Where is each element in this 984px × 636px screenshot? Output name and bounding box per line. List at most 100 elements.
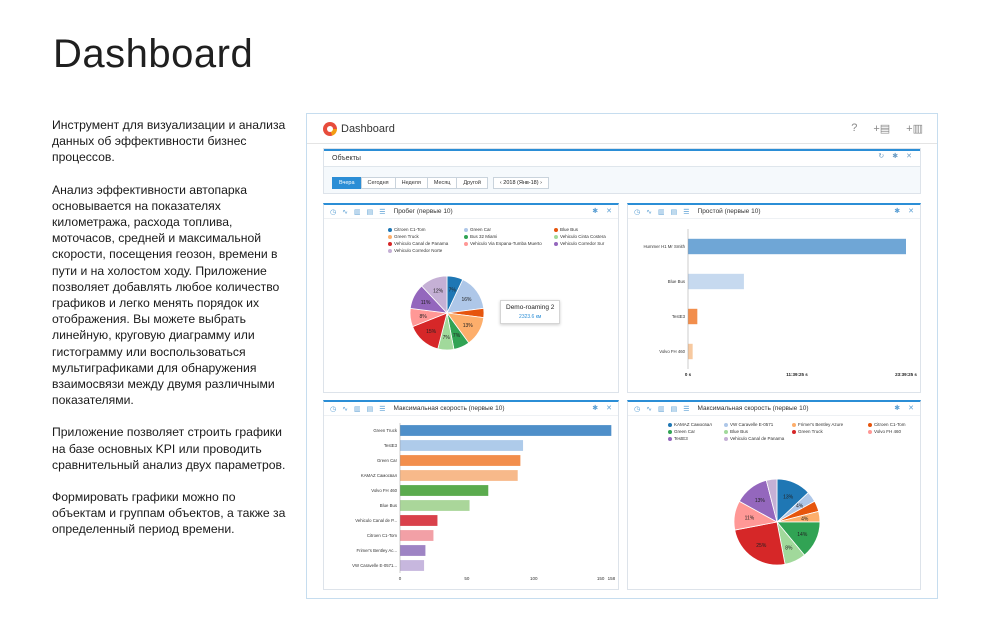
legend-label: Vehiculo Canal de Panama xyxy=(394,241,449,246)
legend-item[interactable]: TestE3 xyxy=(668,436,720,441)
legend-item[interactable]: Green Truck xyxy=(792,429,864,434)
legend-item[interactable]: Bus 32 Miami xyxy=(464,234,550,239)
bar[interactable] xyxy=(400,530,434,541)
close-icon[interactable]: ✕ xyxy=(908,208,914,215)
bar-chart-icon[interactable]: ▥ xyxy=(353,208,361,216)
clock-icon[interactable]: ◷ xyxy=(330,405,337,413)
list-icon[interactable]: ☰ xyxy=(379,208,386,216)
legend-label: Vehiculo Corredor Sur xyxy=(560,241,605,246)
pie-slice[interactable] xyxy=(765,478,778,523)
bar[interactable] xyxy=(400,455,521,466)
tab-other[interactable]: Другой xyxy=(456,177,488,189)
bar[interactable] xyxy=(400,500,470,511)
refresh-icon[interactable]: ↻ xyxy=(878,153,885,160)
tab-month[interactable]: Месяц xyxy=(426,177,458,189)
line-chart-icon[interactable]: ∿ xyxy=(342,208,348,216)
dashboard-logo-icon xyxy=(323,121,337,136)
bar[interactable] xyxy=(400,515,438,526)
add-multichart-icon[interactable]: +▥ xyxy=(906,123,923,135)
close-icon[interactable]: ✕ xyxy=(606,405,612,412)
pie-slice[interactable] xyxy=(421,275,448,315)
line-chart-icon[interactable]: ∿ xyxy=(646,208,652,216)
list-icon[interactable]: ☰ xyxy=(683,208,690,216)
bar[interactable] xyxy=(400,425,612,436)
pie-slice-label: 7% xyxy=(449,288,457,294)
legend-label: Green Car xyxy=(470,227,492,232)
legend-item[interactable]: Vehiculo Corredor Norte xyxy=(388,248,460,253)
description-paragraph: Анализ эффективности автопарка основывае… xyxy=(52,182,280,408)
legend-item[interactable]: Volvo FH 460 xyxy=(868,429,920,434)
chart-legend: Citroen C1-Tom Green Car Blue Bus Green Tru… xyxy=(388,227,614,253)
column-chart-icon[interactable]: ▤ xyxy=(366,405,374,413)
description-paragraph: Формировать графики можно по объектам и … xyxy=(52,490,286,537)
bar[interactable] xyxy=(400,545,426,556)
bar[interactable] xyxy=(688,273,744,290)
help-icon[interactable]: ? xyxy=(851,122,858,134)
line-chart-icon[interactable]: ∿ xyxy=(342,405,348,413)
column-chart-icon[interactable]: ▤ xyxy=(366,208,374,216)
bar[interactable] xyxy=(400,440,524,451)
legend-item[interactable]: VW Caravelle E-0571 xyxy=(724,422,788,427)
bar[interactable] xyxy=(400,485,489,496)
bar[interactable] xyxy=(688,238,906,255)
column-chart-icon[interactable]: ▤ xyxy=(670,405,678,413)
settings-icon[interactable]: ✱ xyxy=(592,208,599,215)
legend-label: Green Truck xyxy=(394,234,419,239)
clock-icon[interactable]: ◷ xyxy=(634,208,641,216)
legend-swatch xyxy=(554,241,558,246)
list-icon[interactable]: ☰ xyxy=(379,405,386,413)
legend-swatch xyxy=(668,422,672,427)
line-chart-icon[interactable]: ∿ xyxy=(646,405,652,413)
clock-icon[interactable]: ◷ xyxy=(634,405,641,413)
tab-week[interactable]: Неделя xyxy=(394,177,428,189)
tab-yesterday[interactable]: Вчера xyxy=(332,177,362,189)
legend-item[interactable]: Vehiculo Canal de Panama xyxy=(724,436,788,441)
pie-slice[interactable] xyxy=(734,521,786,566)
legend-item[interactable]: KAMAZ Самосвал xyxy=(668,422,720,427)
legend-item[interactable]: Vehiculo Corredor Sur xyxy=(554,241,614,246)
pie-slice-label: 14% xyxy=(797,532,808,538)
bar[interactable] xyxy=(400,470,518,481)
legend-item[interactable]: Vehiculo Canal de Panama xyxy=(388,241,460,246)
close-icon[interactable]: ✕ xyxy=(906,153,912,160)
add-chart-icon[interactable]: +▤ xyxy=(873,123,891,135)
column-chart-icon[interactable]: ▤ xyxy=(670,208,678,216)
settings-icon[interactable]: ✱ xyxy=(592,405,599,412)
bar[interactable] xyxy=(688,308,698,325)
bar-chart-icon[interactable]: ▥ xyxy=(657,405,665,413)
bar[interactable] xyxy=(688,343,693,360)
legend-item[interactable]: Green Car xyxy=(464,227,550,232)
legend-item[interactable]: Green Truck xyxy=(388,234,460,239)
close-icon[interactable]: ✕ xyxy=(908,405,914,412)
settings-icon[interactable]: ✱ xyxy=(892,153,899,160)
legend-label: Vehiculo Via Espana-Tumba Muerto xyxy=(470,241,542,246)
bar-chart-icon[interactable]: ▥ xyxy=(353,405,361,413)
date-selector[interactable]: ‹ 2018 (Янв-18) › xyxy=(492,177,549,189)
legend-item[interactable]: Green Car xyxy=(668,429,720,434)
category-label: Volvo FH 460 xyxy=(371,488,397,493)
close-icon[interactable]: ✕ xyxy=(606,208,612,215)
legend-swatch xyxy=(388,241,392,246)
legend-item[interactable]: Blue Bus xyxy=(724,429,788,434)
legend-item[interactable]: Frimer's Bentley Azure xyxy=(792,422,864,427)
pie-slice-label: 13% xyxy=(755,498,766,504)
legend-item[interactable]: Vehiculo Via Espana-Tumba Muerto xyxy=(464,241,550,246)
clock-icon[interactable]: ◷ xyxy=(330,208,337,216)
mileage-pie-chart: 7%16%13%7%7%15%8%11%12% xyxy=(409,275,485,351)
legend-swatch xyxy=(792,422,796,427)
legend-item[interactable]: Citroen C1-Tom xyxy=(388,227,460,232)
settings-icon[interactable]: ✱ xyxy=(894,208,901,215)
bar[interactable] xyxy=(400,560,425,571)
legend-item[interactable]: Blue Bus xyxy=(554,227,614,232)
bar-chart-icon[interactable]: ▥ xyxy=(657,208,665,216)
description-paragraph: Приложение позволяет строить графики на … xyxy=(52,425,286,472)
legend-item[interactable]: Citroen C1-Tom xyxy=(868,422,920,427)
legend-swatch xyxy=(868,422,872,427)
legend-label: Frimer's Bentley Azure xyxy=(798,422,844,427)
legend-item[interactable]: Vehiculo Cinta Costera xyxy=(554,234,614,239)
chart-title: Максимальная скорость (первые 10) xyxy=(393,405,505,412)
settings-icon[interactable]: ✱ xyxy=(894,405,901,412)
list-icon[interactable]: ☰ xyxy=(683,405,690,413)
tab-today[interactable]: Сегодня xyxy=(360,177,396,189)
pie-slice-label: 4% xyxy=(796,504,804,510)
